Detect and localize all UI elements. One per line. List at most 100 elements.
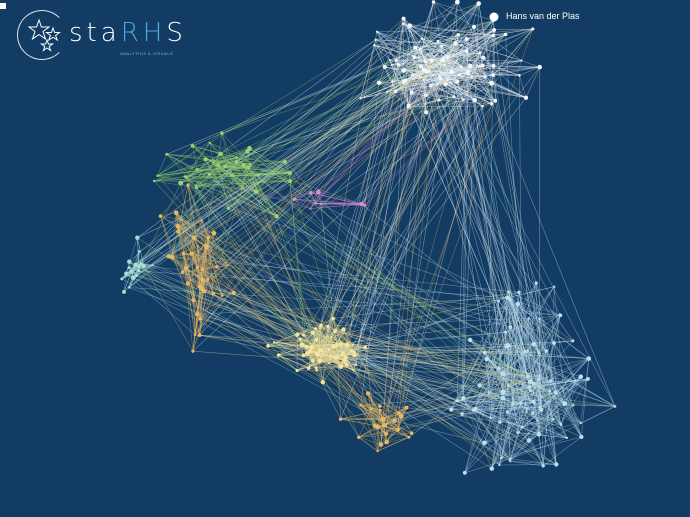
graph-edge bbox=[423, 79, 446, 85]
graph-edge bbox=[530, 390, 542, 398]
graph-edge bbox=[319, 359, 357, 366]
graph-edge bbox=[403, 18, 438, 85]
graph-edge bbox=[312, 328, 316, 361]
graph-edge bbox=[182, 220, 202, 273]
graph-edge bbox=[505, 332, 582, 424]
graph-node bbox=[314, 337, 319, 342]
graph-edge bbox=[183, 252, 217, 267]
graph-edge bbox=[181, 219, 321, 351]
graph-edge bbox=[451, 300, 499, 410]
graph-edge bbox=[278, 354, 298, 371]
graph-edge bbox=[553, 343, 557, 393]
graph-edge bbox=[353, 370, 616, 407]
graph-edge bbox=[136, 71, 452, 276]
graph-edge bbox=[187, 184, 218, 267]
graph-edge bbox=[498, 367, 550, 392]
graph-edge bbox=[520, 390, 531, 404]
graph-node bbox=[342, 358, 347, 364]
graph-edge bbox=[486, 358, 551, 382]
graph-node bbox=[490, 102, 494, 106]
graph-edge bbox=[423, 59, 443, 80]
graph-edge bbox=[318, 191, 362, 205]
graph-edge bbox=[177, 226, 235, 294]
graph-edge bbox=[236, 161, 251, 165]
graph-edge bbox=[464, 299, 511, 473]
graph-edge bbox=[130, 271, 316, 369]
graph-edge bbox=[187, 233, 215, 284]
graph-edge bbox=[507, 297, 582, 424]
graph-node bbox=[215, 265, 219, 269]
graph-edge bbox=[437, 35, 494, 85]
graph-edge bbox=[178, 231, 202, 289]
highlighted-node[interactable] bbox=[489, 12, 499, 22]
graph-edge bbox=[457, 81, 527, 98]
graph-edge bbox=[212, 162, 304, 336]
graph-edge bbox=[278, 345, 305, 356]
graph-node bbox=[352, 343, 354, 346]
graph-node bbox=[402, 22, 405, 25]
graph-edge bbox=[228, 207, 526, 353]
graph-edge bbox=[315, 328, 320, 361]
graph-edge bbox=[406, 407, 501, 423]
graph-edge bbox=[386, 57, 444, 93]
window-handle[interactable] bbox=[0, 3, 6, 9]
graph-edge bbox=[431, 60, 527, 98]
graph-edge bbox=[130, 271, 355, 356]
graph-node bbox=[446, 78, 449, 82]
graph-edge bbox=[398, 64, 424, 80]
graph-edge bbox=[320, 325, 355, 353]
graph-edge bbox=[212, 162, 372, 409]
graph-edge bbox=[199, 84, 438, 336]
graph-edge bbox=[197, 246, 500, 466]
graph-edge bbox=[414, 1, 434, 58]
graph-edge bbox=[412, 74, 431, 87]
graph-edge bbox=[421, 38, 443, 61]
graph-edge bbox=[299, 339, 304, 356]
graph-edge bbox=[378, 71, 427, 83]
graph-edge bbox=[409, 25, 427, 113]
graph-node bbox=[436, 83, 439, 86]
graph-node bbox=[527, 317, 530, 320]
graph-edge bbox=[128, 265, 144, 268]
graph-edge bbox=[367, 393, 387, 443]
graph-edge bbox=[121, 151, 248, 280]
graph-edge bbox=[184, 176, 277, 217]
graph-edge bbox=[415, 47, 496, 101]
graph-edge bbox=[509, 299, 568, 439]
graph-edge bbox=[192, 286, 201, 352]
graph-node bbox=[190, 144, 195, 148]
graph-node bbox=[468, 337, 473, 343]
graph-edge bbox=[358, 408, 372, 438]
graph-edge bbox=[385, 420, 395, 434]
graph-edge bbox=[475, 408, 540, 435]
graph-edge bbox=[479, 327, 511, 386]
graph-node bbox=[481, 55, 486, 60]
graph-edge bbox=[549, 390, 582, 438]
graph-edge bbox=[490, 411, 527, 419]
graph-edge bbox=[256, 161, 286, 192]
graph-edge bbox=[408, 105, 574, 342]
graph-edge bbox=[491, 381, 531, 469]
graph-node bbox=[388, 58, 391, 62]
graph-edge bbox=[293, 47, 416, 200]
graph-edge bbox=[553, 343, 582, 437]
graph-edge bbox=[479, 66, 486, 78]
graph-edge bbox=[443, 26, 475, 58]
graph-edge bbox=[284, 161, 504, 393]
graph-edge bbox=[160, 216, 173, 258]
graph-edge bbox=[461, 44, 504, 374]
graph-edge bbox=[221, 20, 494, 134]
graph-node bbox=[497, 366, 501, 370]
graph-edge bbox=[315, 64, 445, 204]
graph-edge bbox=[457, 398, 504, 401]
graph-node bbox=[500, 456, 503, 460]
graph-edge bbox=[242, 172, 290, 189]
graph-edge bbox=[564, 380, 576, 404]
graph-edge bbox=[172, 257, 199, 288]
graph-edge bbox=[375, 39, 441, 79]
graph-edge bbox=[193, 299, 321, 327]
graph-node bbox=[206, 237, 210, 241]
graph-edge bbox=[195, 153, 221, 186]
graph-edge bbox=[311, 346, 491, 419]
